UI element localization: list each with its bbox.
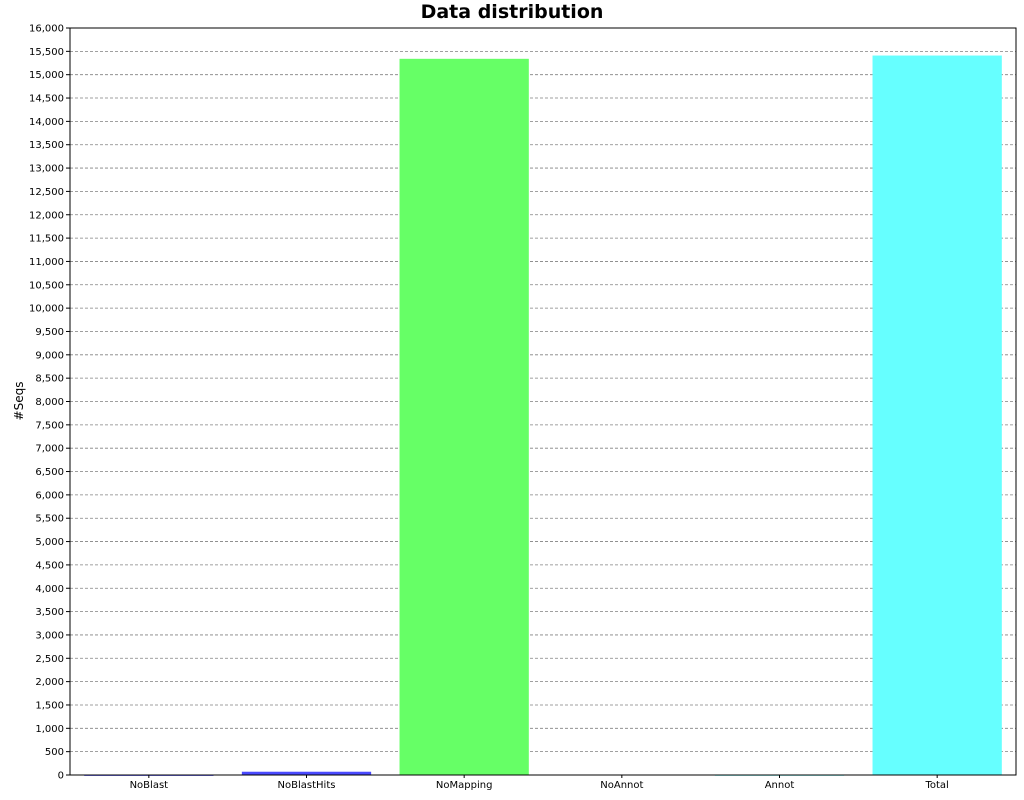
x-category-label: NoMapping xyxy=(436,780,493,791)
x-axis-categories: NoBlast NoBlastHits NoMapping NoAnnot Annot T… xyxy=(130,775,949,791)
x-category-label: Annot xyxy=(765,780,795,791)
bar-noblasthits xyxy=(241,771,372,775)
y-tick-label: 1,000 xyxy=(35,724,64,735)
y-tick-label: 7,500 xyxy=(35,420,64,431)
grid-lines xyxy=(70,27,1016,753)
x-category-label: NoBlastHits xyxy=(278,780,336,791)
y-tick-label: 14,500 xyxy=(29,94,64,105)
y-tick-label: 6,500 xyxy=(35,467,64,478)
y-tick-label: 6,000 xyxy=(35,490,64,501)
y-tick-label: 12,500 xyxy=(29,187,64,198)
y-tick-label: 8,000 xyxy=(35,397,64,408)
bar-nomapping xyxy=(399,58,529,776)
bar-total xyxy=(872,55,1002,775)
y-tick-label: 10,000 xyxy=(29,304,64,315)
x-category-label: NoBlast xyxy=(130,780,169,791)
y-tick-label: 3,500 xyxy=(35,607,64,618)
y-tick-label: 11,000 xyxy=(29,257,64,268)
y-tick-label: 9,500 xyxy=(35,327,64,338)
y-tick-label: 14,000 xyxy=(29,117,64,128)
y-tick-label: 4,500 xyxy=(35,560,64,571)
y-tick-label: 15,000 xyxy=(29,70,64,81)
y-tick-label: 8,500 xyxy=(35,374,64,385)
plot-frame xyxy=(69,27,1017,776)
y-tick-label: 9,000 xyxy=(35,350,64,361)
x-category-label: Total xyxy=(924,780,948,791)
y-tick-label: 12,000 xyxy=(29,210,64,221)
y-tick-label: 0 xyxy=(58,771,64,782)
y-tick-label: 5,000 xyxy=(35,537,64,548)
y-tick-label: 11,500 xyxy=(29,234,64,245)
y-tick-label: 13,000 xyxy=(29,164,64,175)
bars xyxy=(84,55,1002,776)
y-tick-label: 2,500 xyxy=(35,654,64,665)
y-tick-label: 5,500 xyxy=(35,514,64,525)
y-tick-label: 1,500 xyxy=(35,700,64,711)
y-tick-label: 16,000 xyxy=(29,24,64,35)
y-tick-label: 500 xyxy=(45,747,64,758)
y-tick-label: 2,000 xyxy=(35,677,64,688)
y-tick-label: 4,000 xyxy=(35,584,64,595)
x-category-label: NoAnnot xyxy=(600,780,643,791)
y-tick-label: 7,000 xyxy=(35,444,64,455)
chart-title: Data distribution xyxy=(421,1,604,23)
y-tick-label: 3,000 xyxy=(35,630,64,641)
y-tick-label: 15,500 xyxy=(29,47,64,58)
y-axis-label: #Seqs xyxy=(12,382,26,421)
y-axis-ticks: 0 500 1,000 1,500 2,000 2,500 3,000 3,500 4,000 4… xyxy=(29,24,70,782)
y-tick-label: 13,500 xyxy=(29,140,64,151)
y-tick-label: 10,500 xyxy=(29,280,64,291)
